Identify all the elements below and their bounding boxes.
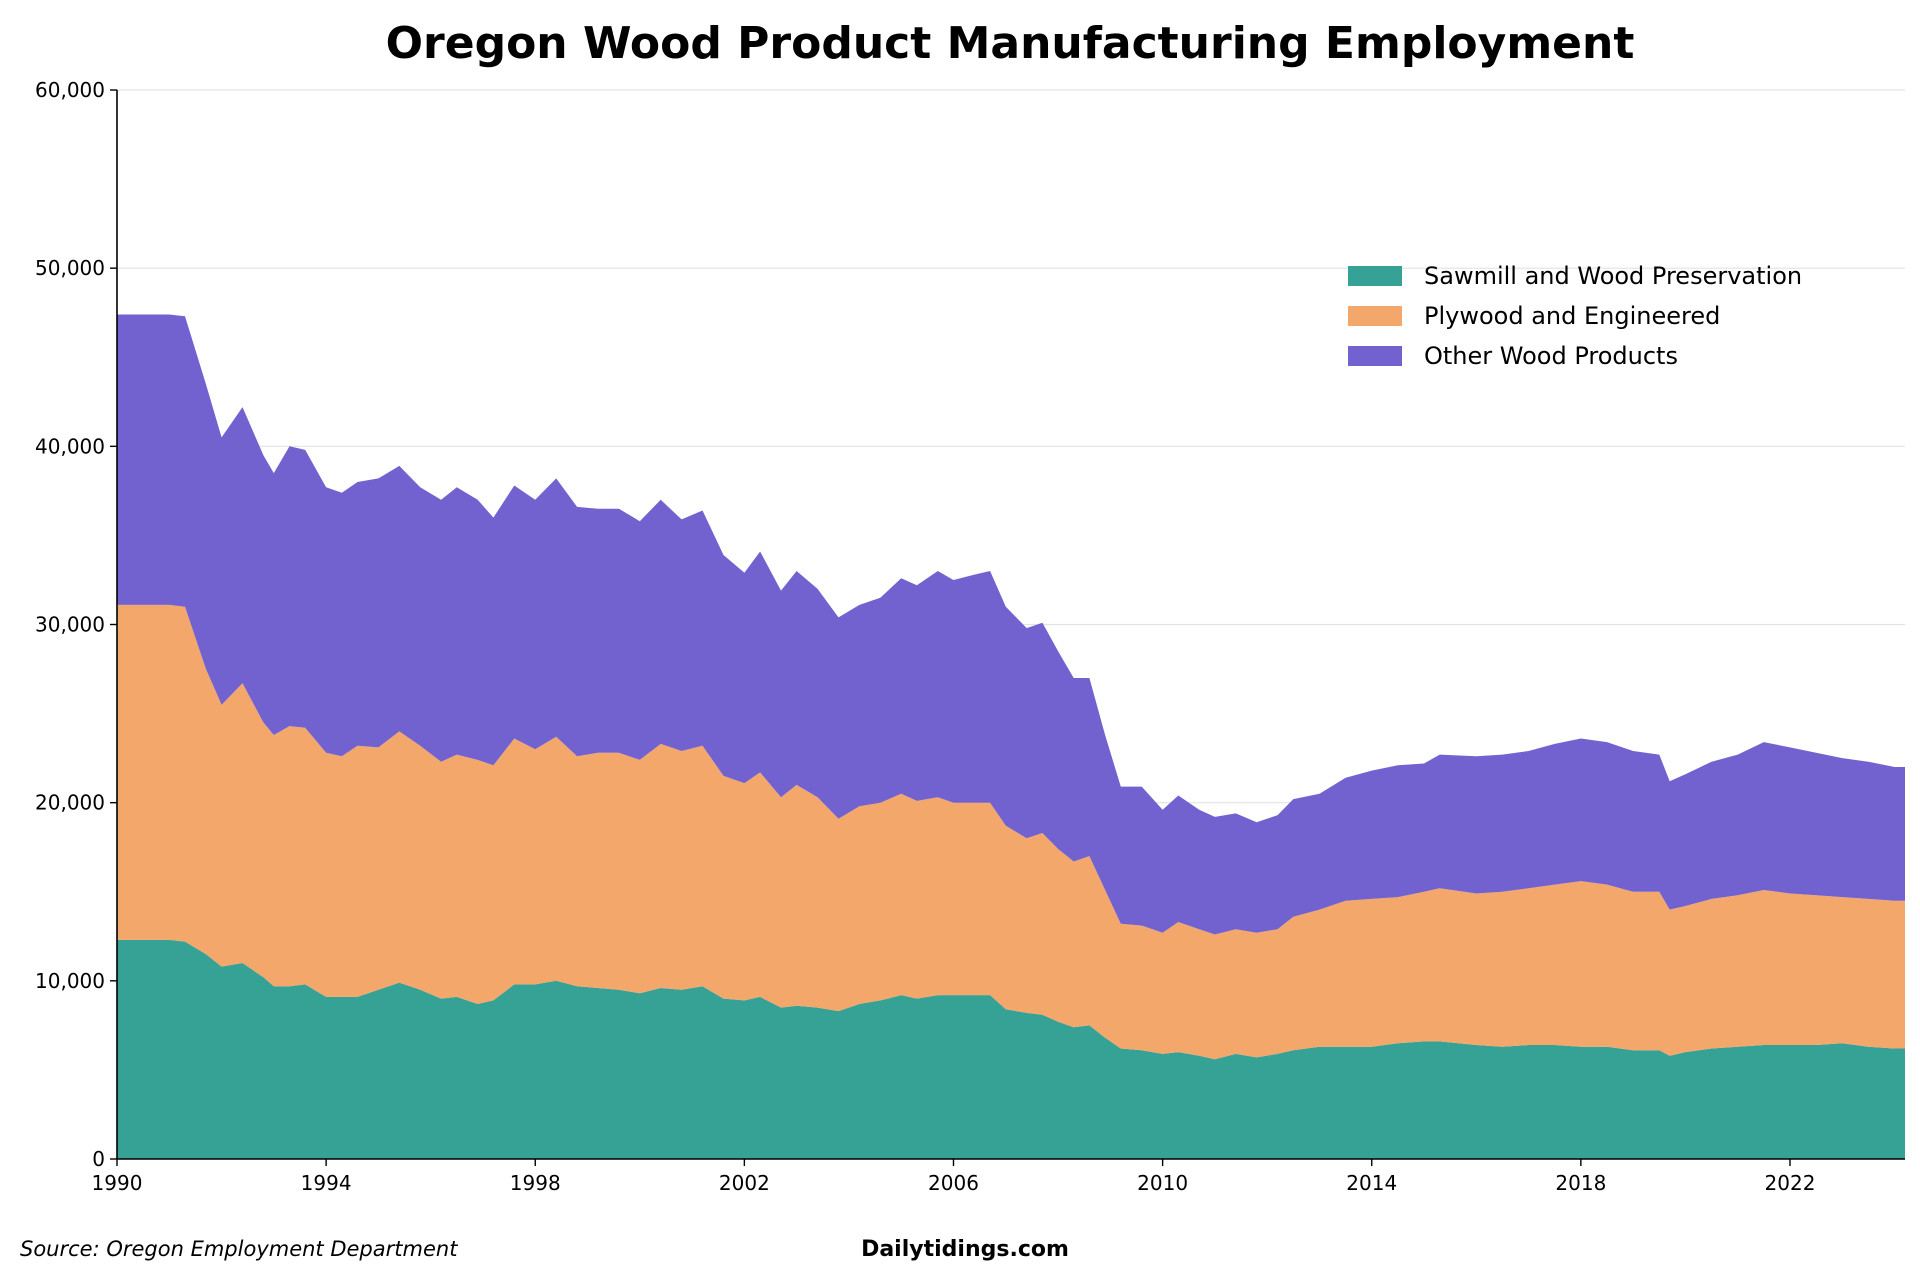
y-tick-label: 10,000 [35, 969, 105, 993]
x-tick-label: 1998 [510, 1171, 561, 1195]
area-plywood-and-engineered [117, 604, 1905, 1060]
legend-label: Other Wood Products [1424, 342, 1678, 370]
area-series [117, 314, 1905, 1159]
y-tick-label: 50,000 [35, 256, 105, 280]
chart-title: Oregon Wood Product Manufacturing Employ… [386, 18, 1635, 69]
area-other-wood-products [117, 314, 1905, 935]
legend: Sawmill and Wood Preservation Plywood and… [1348, 262, 1802, 370]
x-tick-label: 1990 [92, 1171, 143, 1195]
x-tick-label: 2006 [928, 1171, 979, 1195]
legend-swatch [1348, 266, 1402, 286]
x-tick-label: 2002 [719, 1171, 770, 1195]
legend-label: Plywood and Engineered [1424, 302, 1720, 330]
legend-label: Sawmill and Wood Preservation [1424, 262, 1802, 290]
legend-swatch [1348, 346, 1402, 366]
x-tick-label: 2014 [1346, 1171, 1397, 1195]
x-tick-label: 2018 [1555, 1171, 1606, 1195]
x-tick-label: 2010 [1137, 1171, 1188, 1195]
area-sawmill-and-wood-preservation [117, 939, 1905, 1159]
y-tick-label: 0 [92, 1147, 105, 1171]
axes: 0 10,000 20,000 30,000 40,000 50,000 60,000 199… [35, 78, 1905, 1195]
source-note: Source: Oregon Employment Department [20, 1237, 458, 1261]
y-tick-label: 40,000 [35, 434, 105, 458]
y-tick-label: 60,000 [35, 78, 105, 102]
legend-swatch [1348, 306, 1402, 326]
y-tick-label: 30,000 [35, 613, 105, 637]
x-tick-label: 1994 [301, 1171, 352, 1195]
brand-label: Dailytidings.com [861, 1237, 1069, 1262]
x-tick-label: 2022 [1765, 1171, 1816, 1195]
y-tick-label: 20,000 [35, 791, 105, 815]
